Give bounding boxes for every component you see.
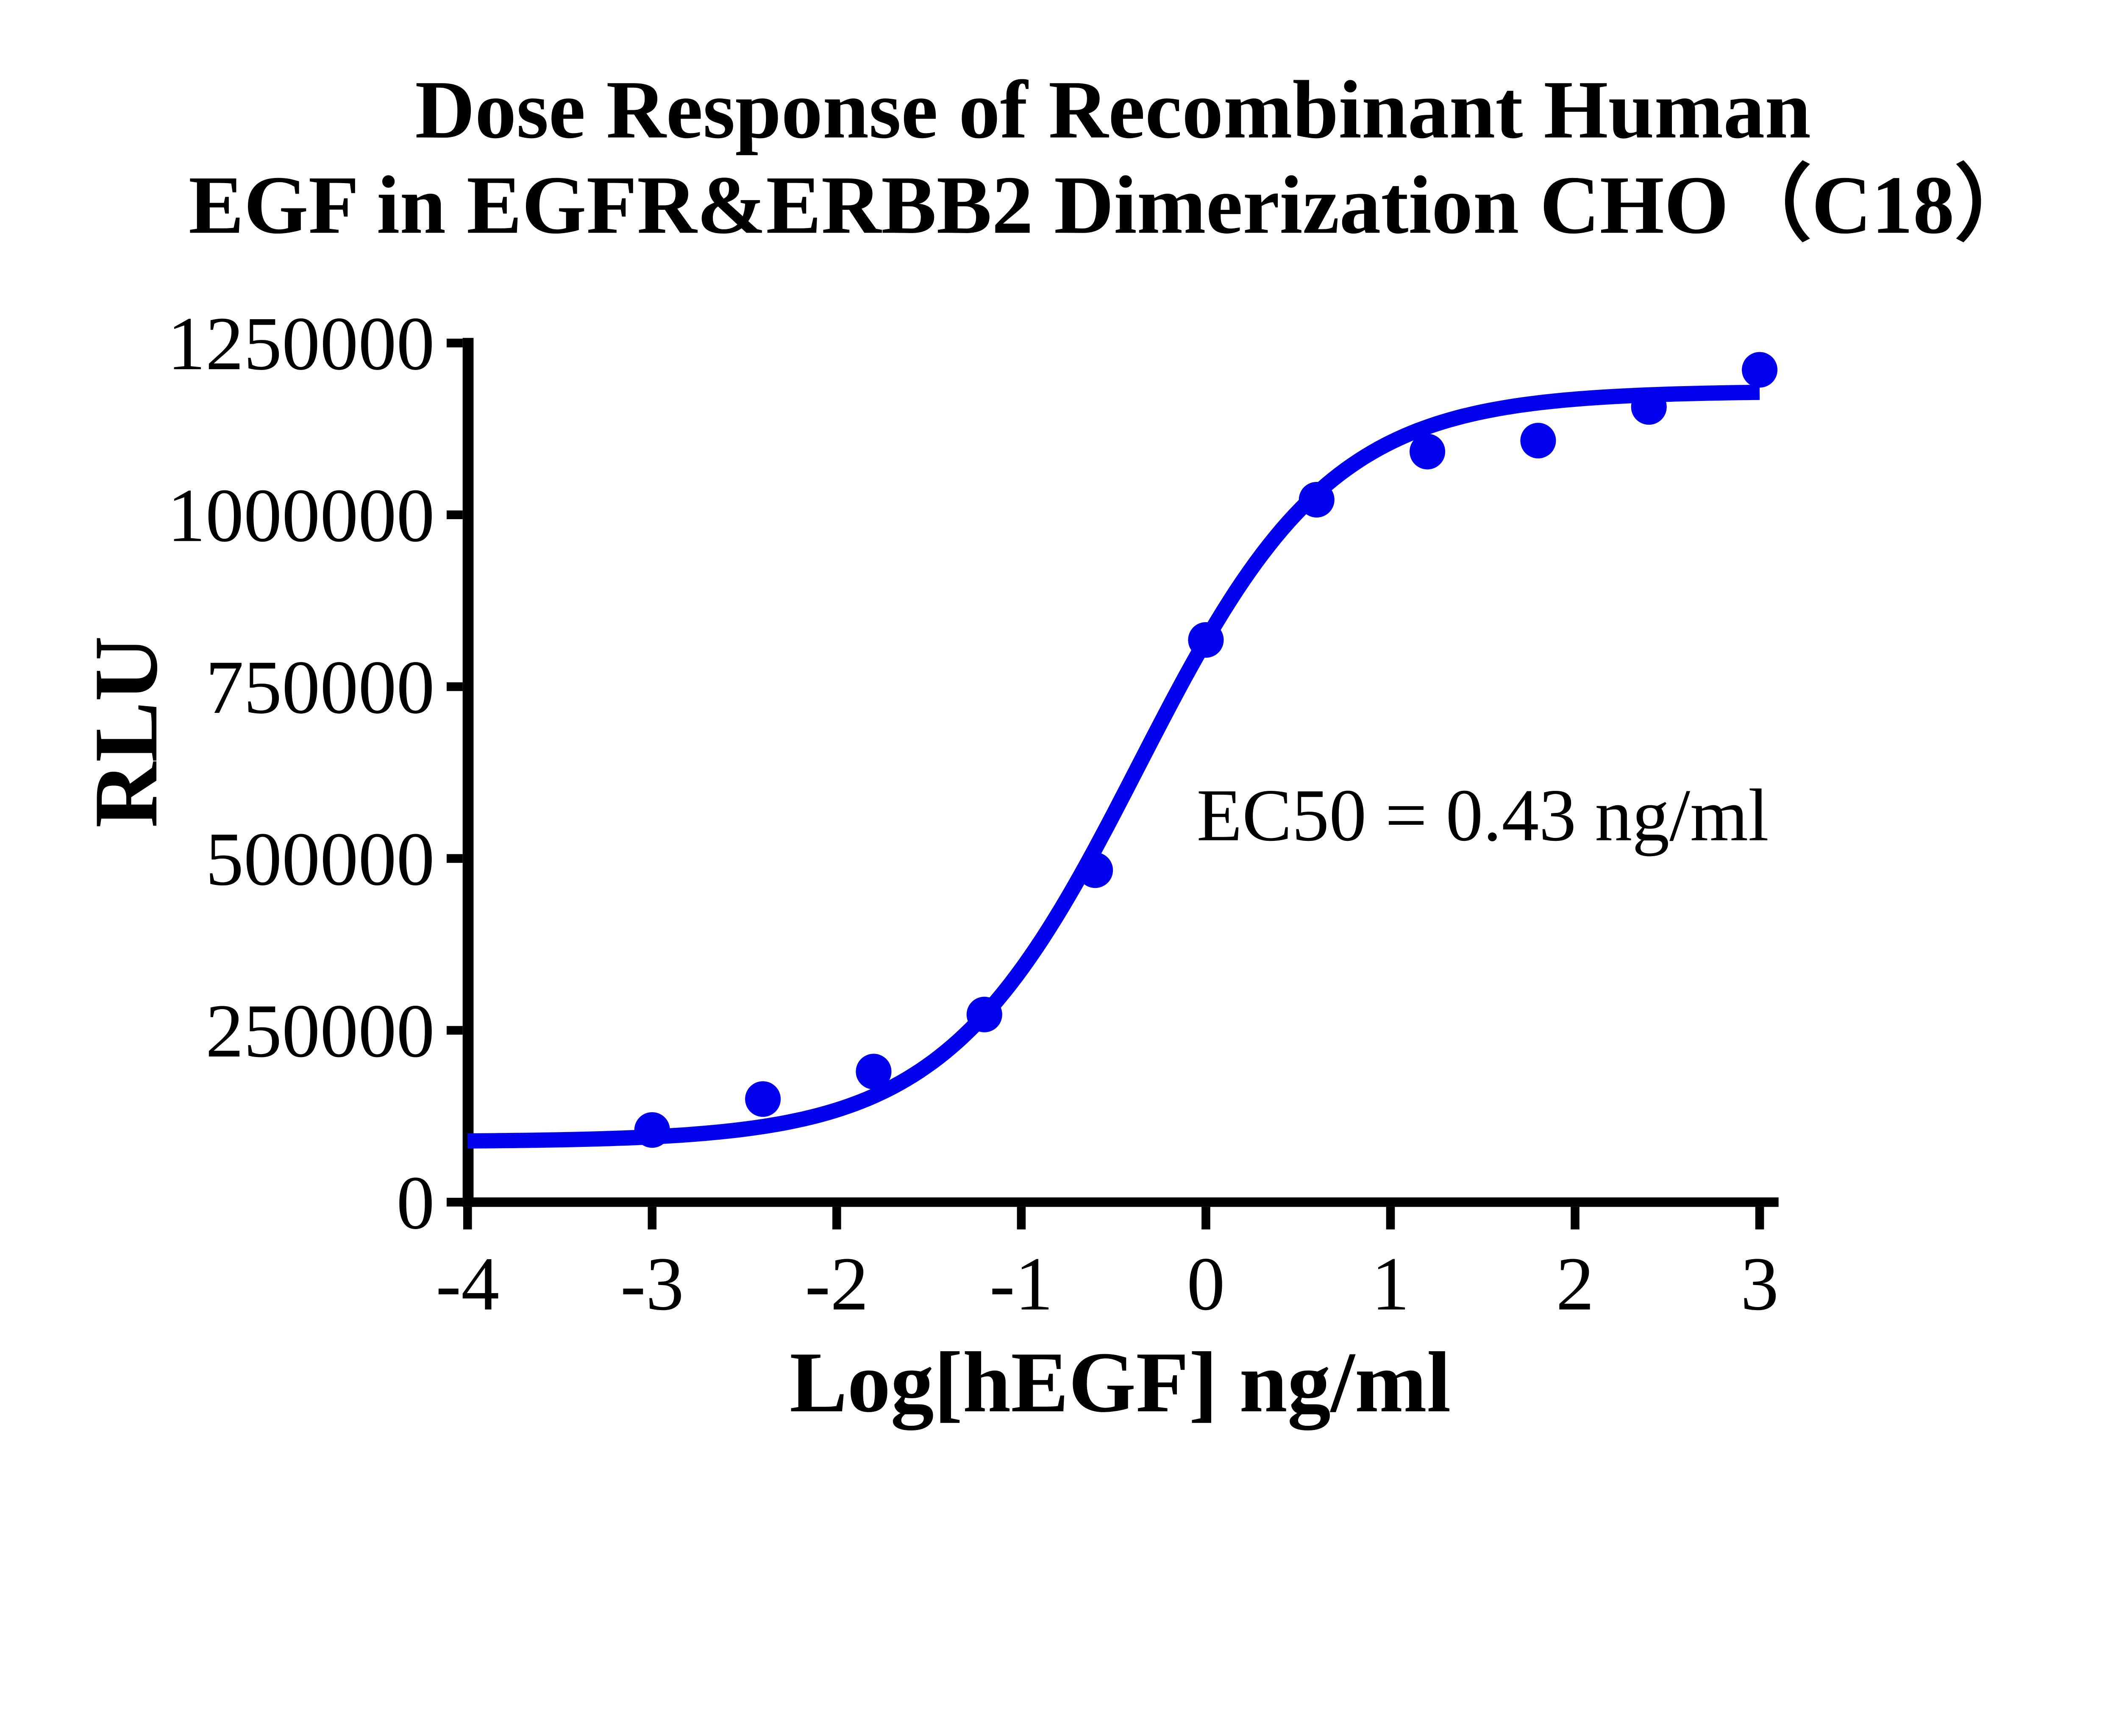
data-point [1631,389,1667,425]
data-point [1299,481,1335,518]
y-tick-label: 750000 [206,645,435,729]
data-point [1410,434,1446,470]
data-point [856,1054,892,1090]
x-tick-label: 0 [1187,1241,1225,1326]
x-tick-label: -2 [805,1241,868,1326]
chart-svg: Dose Response of Recombinant Human EGF i… [76,64,2038,1430]
x-tick-label: -4 [436,1241,499,1326]
chart-title-line1: Dose Response of Recombinant Human [415,64,1811,156]
y-axis-title: RLU [76,636,176,828]
data-point [1188,622,1224,658]
dose-response-chart: Dose Response of Recombinant Human EGF i… [76,64,2038,1430]
data-points-layer [634,352,1778,1148]
ec50-annotation: EC50 = 0.43 ng/ml [1197,774,1769,857]
x-tick-label: -1 [990,1241,1053,1326]
data-point [966,996,1002,1032]
data-point [745,1081,781,1117]
x-axis-title: Log[hEGF] ng/ml [790,1335,1451,1430]
x-tick-label: 2 [1556,1241,1594,1326]
x-tick-label: 1 [1371,1241,1410,1326]
x-tick-label: 3 [1741,1241,1779,1326]
y-tick-label: 1250000 [167,301,435,386]
data-point [1520,423,1556,459]
y-tick-label: 1000000 [167,473,435,558]
chart-title-line2: EGF in EGFR&ERBB2 Dimerization CHO（C18） [189,159,2037,251]
x-tick-label: -3 [620,1241,684,1326]
y-tick-label: 250000 [206,988,435,1073]
fit-curve-layer [467,384,1760,1149]
data-point [634,1112,670,1148]
data-point [1742,352,1778,388]
y-tick-label: 500000 [206,816,435,901]
data-point [1077,852,1113,888]
axes: 0 250000 500000 750000 1000000 1250000 -4 -3 -2 -… [167,301,1779,1326]
y-tick-label: 0 [396,1160,434,1245]
fit-curve [467,384,1760,1149]
